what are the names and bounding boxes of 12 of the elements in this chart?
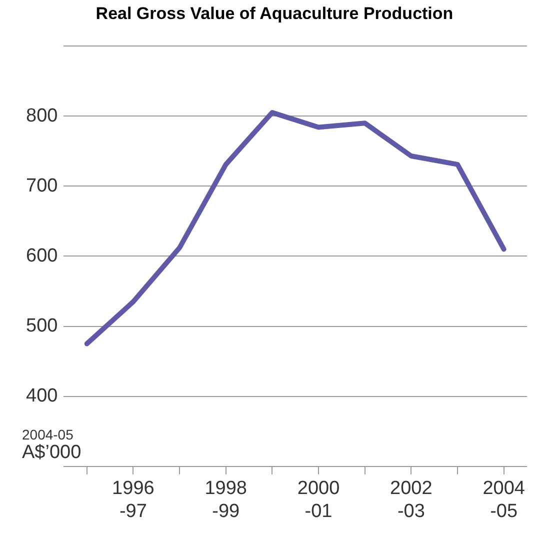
y-tick-label: 400: [26, 386, 58, 407]
x-tick-label: 1998-99: [204, 478, 247, 522]
y-tick-label: 600: [26, 245, 58, 266]
x-tick-label: 2002-03: [390, 478, 432, 522]
x-tick-label: 2004-05: [482, 478, 526, 522]
x-tick-label: 2000-01: [297, 478, 340, 522]
y-tick-label: 800: [26, 105, 58, 126]
y-axis-title: 2004-05 A$’000: [22, 426, 82, 464]
x-tick-label: 1996-97: [112, 478, 154, 522]
y-tick-label: 700: [26, 175, 58, 196]
chart-title: Real Gross Value of Aquaculture Production: [94, 4, 454, 25]
y-tick-label: 500: [26, 316, 58, 336]
